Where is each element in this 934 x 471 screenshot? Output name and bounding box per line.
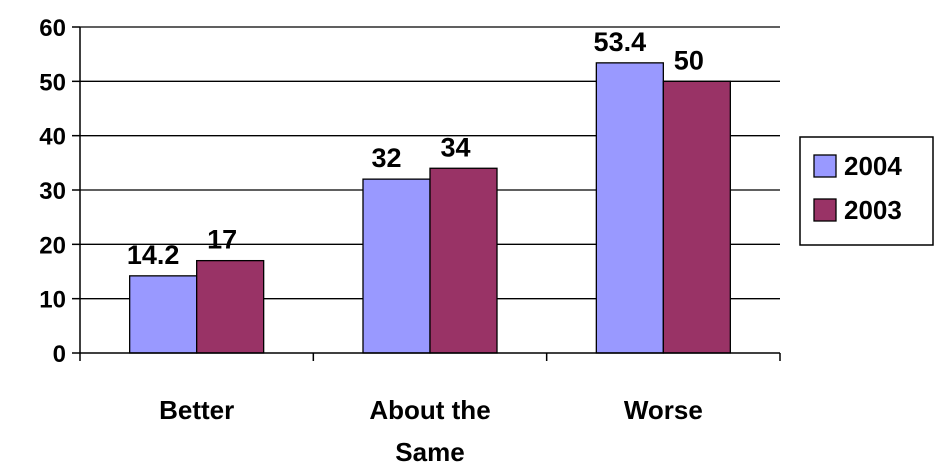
bar-2004-worse [595, 62, 664, 354]
x-category-label: Better [159, 395, 234, 425]
y-tick-label: 40 [39, 124, 66, 151]
y-tick-label: 0 [53, 341, 66, 368]
data-label: 53.4 [594, 27, 647, 57]
y-tick-label: 60 [39, 15, 66, 42]
x-category-label: Worse [624, 395, 703, 425]
data-label: 14.2 [127, 240, 180, 270]
labels: 14.2 17 Better 32 34 About the Same 53.4 50 Worse [127, 27, 704, 467]
data-label: 17 [207, 225, 237, 255]
x-category-label: About the [369, 395, 490, 425]
legend-swatch [813, 154, 837, 178]
bar-2004-better [129, 275, 198, 354]
bar-2004-about-the-same [362, 178, 431, 354]
bar-2003-worse [662, 80, 731, 354]
bars [129, 62, 731, 354]
data-label: 32 [371, 143, 401, 173]
bar-2003-about-the-same [429, 167, 498, 354]
legend-label: 2003 [844, 195, 902, 225]
y-tick-label: 10 [39, 287, 66, 314]
axes: 0 10 20 30 40 50 60 [39, 15, 781, 368]
y-tick-label: 50 [39, 69, 66, 96]
y-tick-label: 20 [39, 232, 66, 259]
data-label: 34 [440, 132, 470, 162]
bar-2003-better [196, 259, 265, 354]
legend-label: 2004 [844, 151, 902, 181]
legend: 2004 2003 [799, 136, 934, 246]
y-tick-label: 30 [39, 178, 66, 205]
data-label: 50 [674, 45, 704, 75]
x-category-label: Same [395, 437, 464, 467]
legend-swatch [813, 198, 837, 222]
